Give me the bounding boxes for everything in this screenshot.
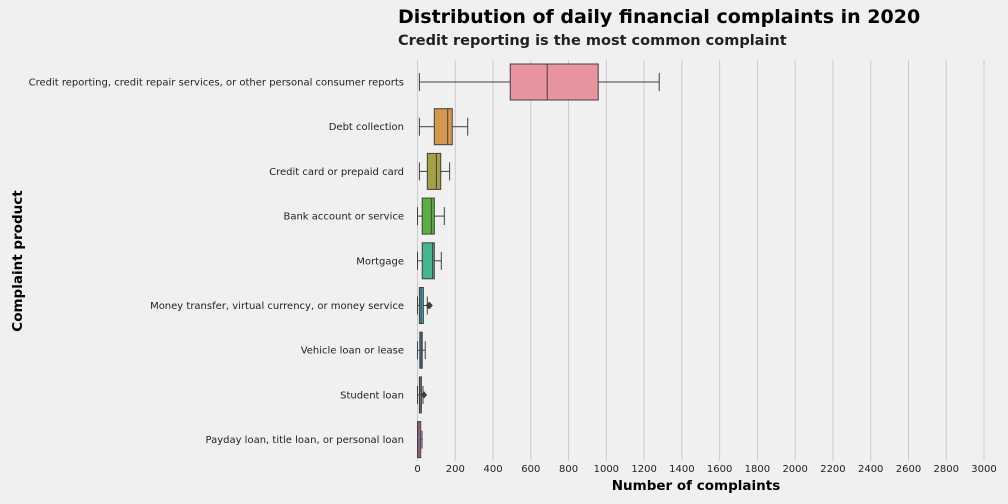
x-axis-label: Number of complaints	[612, 478, 780, 494]
y-tick-label: Mortgage	[356, 256, 404, 267]
y-tick-label: Vehicle loan or lease	[301, 346, 404, 357]
x-tick-label: 400	[483, 464, 502, 475]
y-tick-label: Credit reporting, credit repair services…	[29, 78, 404, 89]
outlier-point	[426, 302, 433, 309]
y-tick-label: Credit card or prepaid card	[269, 167, 404, 178]
box-8	[417, 421, 423, 459]
box-7	[417, 376, 428, 414]
x-tick-label: 200	[446, 464, 465, 475]
x-tick-label: 1200	[631, 464, 656, 475]
box-0	[418, 63, 660, 101]
x-tick-label: 600	[521, 464, 540, 475]
box-3	[417, 197, 445, 235]
x-tick-label: 2600	[896, 464, 921, 475]
x-tick-label: 1400	[669, 464, 694, 475]
outlier-point	[421, 391, 428, 399]
y-tick-label: Student loan	[340, 390, 404, 401]
box-2	[418, 152, 451, 190]
iqr-box	[421, 197, 435, 235]
y-tick-label: Debt collection	[329, 122, 404, 133]
box-5	[417, 287, 433, 324]
x-tick-label: 1600	[707, 464, 732, 475]
x-tick-label: 1800	[745, 464, 770, 475]
chart-title: Distribution of daily financial complain…	[398, 6, 921, 28]
x-tick-label: 2800	[934, 464, 959, 475]
x-tick-label: 800	[559, 464, 578, 475]
y-tick-label: Payday loan, title loan, or personal loa…	[205, 435, 404, 446]
x-tick-label: 1000	[594, 464, 619, 475]
iqr-box	[433, 108, 453, 146]
iqr-box	[421, 242, 435, 280]
box-6	[417, 331, 426, 369]
x-tick-label: 0	[414, 464, 420, 475]
x-tick-label: 2000	[782, 464, 807, 475]
iqr-box	[426, 152, 442, 190]
iqr-box	[509, 63, 599, 101]
x-tick-label: 2400	[858, 464, 883, 475]
chart-subtitle: Credit reporting is the most common comp…	[398, 33, 787, 49]
box-1	[418, 108, 469, 146]
y-tick-label: Money transfer, virtual currency, or mon…	[150, 301, 404, 312]
y-axis-label: Complaint product	[10, 190, 26, 332]
x-tick-label: 2200	[820, 464, 845, 475]
y-tick-label: Bank account or service	[283, 212, 404, 223]
x-tick-label: 3000	[971, 464, 996, 475]
box-4	[417, 242, 442, 280]
